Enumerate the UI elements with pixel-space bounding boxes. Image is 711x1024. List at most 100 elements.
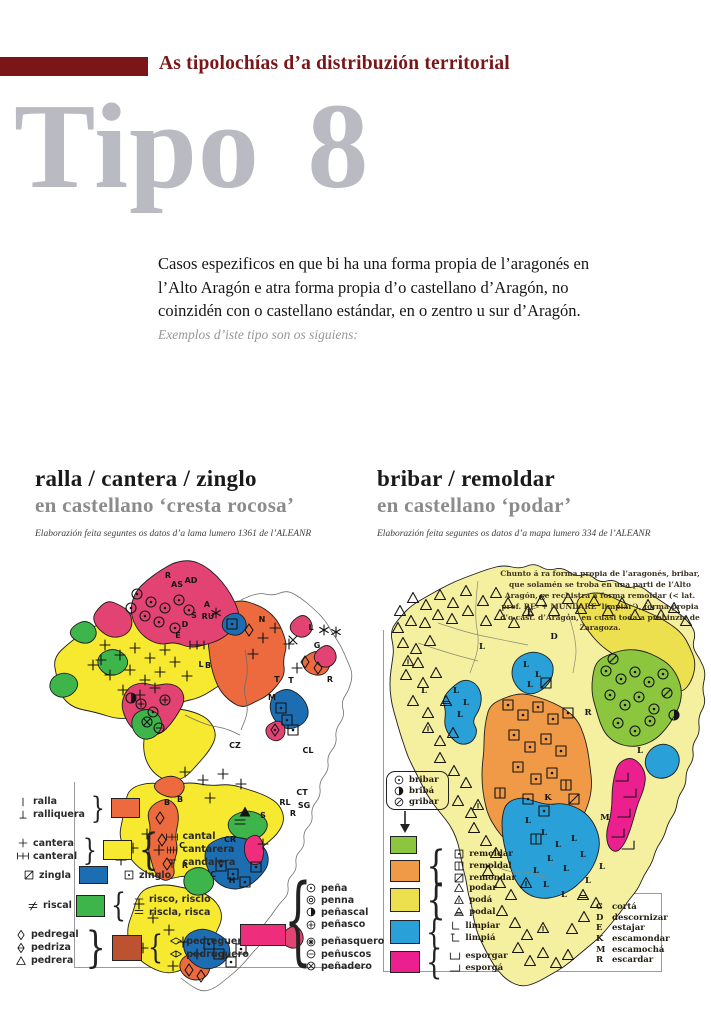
brace-decoration: {: [426, 842, 446, 890]
term-key: K: [596, 934, 604, 945]
legend-label: ralliquera: [33, 809, 85, 820]
legend-group-limpiar: { limpiar limpiá: [390, 911, 500, 953]
down-arrow-icon: [400, 811, 410, 833]
tipo-heading: Tipo 8: [14, 79, 370, 214]
map-region: [130, 560, 239, 648]
map-letter: S: [260, 811, 266, 820]
legend-swatch-esporgar: [390, 951, 420, 974]
term-label: estajar: [612, 923, 645, 934]
legend-row: pedriza: [14, 941, 79, 954]
legend-row: podá: [452, 894, 497, 906]
sym-diam-icon: [17, 929, 25, 940]
legend-group-ralla: ralla ralliquera }: [16, 793, 140, 823]
legend-label: ralla: [33, 796, 58, 807]
sym-L2-icon: [451, 934, 460, 942]
legend-label: canteral: [33, 850, 78, 862]
map-letter: CZ: [229, 741, 241, 750]
map-letter: L: [580, 850, 586, 860]
legend-row: cantal: [165, 830, 235, 843]
legend-row: gribar: [392, 796, 439, 807]
map-boundary-line: [437, 622, 529, 646]
map-letter: L: [547, 854, 553, 864]
map-letter: SG: [298, 801, 310, 810]
legend-swatch-pedregal: [112, 934, 143, 961]
legend-label: bribar: [409, 774, 439, 785]
term-key: E: [596, 923, 603, 934]
term-label: escamochá: [612, 944, 665, 955]
sym-cplus-icon: [135, 698, 147, 710]
legend-group-riscal: riscal { risco, risclo riscla, risca: [26, 889, 211, 922]
map-letter: L: [533, 866, 539, 876]
map-region: [93, 601, 133, 638]
legend-row: remoldal: [452, 860, 516, 872]
legend-row: limpiá: [448, 932, 500, 944]
map-letter: S: [191, 611, 197, 620]
map-letter: B: [177, 795, 183, 804]
bribar-bracket-box: bribar bribá gribar: [386, 771, 449, 810]
term-key: C: [596, 902, 603, 913]
map-letter: L: [535, 670, 541, 680]
map-letter: L: [585, 876, 591, 886]
legend-label: remondar: [469, 873, 516, 883]
map-boundary-line: [469, 580, 479, 674]
legend-swatch-bribar: [390, 836, 417, 854]
legend-label: zinglo: [139, 869, 172, 881]
legend-row: pedruguero: [169, 948, 249, 961]
legend-row: peñadero: [304, 960, 384, 972]
map-letter: L: [571, 834, 577, 844]
legend-label: podar: [469, 883, 497, 893]
legend-label: risco, risclo: [149, 893, 211, 905]
legend-row: remoldar: [452, 848, 516, 860]
legend-label: penna: [321, 894, 355, 906]
legend-group-esporgar: { esporgar esporgá: [390, 941, 508, 983]
legend-label: riscla, risca: [149, 906, 211, 918]
map-boundary-line: [180, 591, 353, 992]
left-map-frame-line: [74, 967, 366, 968]
map-letter: A: [204, 600, 211, 609]
brace-decoration: {: [426, 941, 443, 983]
map-letter: T: [274, 675, 280, 684]
sym-trilines-icon: [454, 907, 464, 916]
legend-row: cantera: [16, 837, 77, 850]
sym-hh-icon: [17, 852, 29, 860]
left-map-regions: [49, 560, 353, 992]
legend-label: riscal: [43, 900, 72, 911]
right-map-frame-line: [661, 893, 662, 972]
legend-swatch-pena: [240, 924, 286, 946]
map-letter: E: [175, 631, 180, 640]
map-region: [644, 743, 680, 779]
map-letter: E: [527, 608, 534, 618]
legend-label: peñasquero: [321, 936, 385, 948]
map-letter: T: [288, 676, 294, 685]
map-letter: CT: [296, 788, 308, 797]
legend-label: bribá: [409, 785, 435, 796]
map-letter: L: [457, 710, 463, 720]
legend-label: podá: [469, 895, 493, 905]
map-letter: L: [198, 660, 203, 669]
sym-hline-icon: [134, 898, 144, 900]
map-letter: R: [182, 861, 188, 870]
map-boundary-line: [567, 612, 577, 674]
page-title: As tipolochías d’a distribuzión territor…: [159, 53, 510, 74]
sym-ast-icon: [331, 626, 341, 638]
term-label: cortá: [612, 902, 637, 913]
right-map-subtitle: en castellano ‘podar’: [377, 493, 572, 517]
brace-decoration: {: [426, 911, 443, 953]
legend-label: pedreguera: [186, 935, 249, 947]
term-label: escardar: [612, 955, 654, 966]
map-letter: L: [479, 642, 485, 652]
sym-sqdot-icon: [124, 870, 134, 880]
map-letter: M: [600, 813, 610, 823]
brace-decoration: {: [138, 824, 159, 875]
legend-row: pedrera: [14, 954, 79, 967]
legend-row: zingla: [22, 869, 71, 882]
map-region: [147, 799, 179, 881]
map-region: [313, 645, 337, 668]
map-letter: M: [268, 693, 276, 702]
